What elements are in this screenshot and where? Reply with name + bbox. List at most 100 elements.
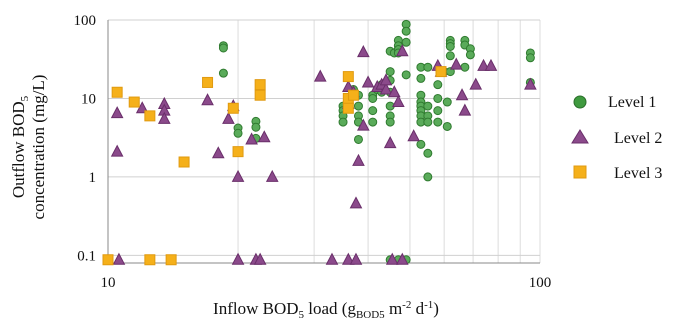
data-point-level-3 [178,156,190,168]
data-point-level-2 [253,252,267,265]
legend-item-level-2: Level 2 [571,129,662,147]
data-point-level-1 [368,106,378,116]
x-axis-title-sub1: 5 [299,309,305,321]
data-point-level-3 [144,110,156,122]
x-axis-title: Inflow BOD5 load (gBOD5 m-2 d-1) [213,299,439,321]
data-points [102,19,537,266]
data-point-level-2 [211,146,225,159]
x-axis-title-sub2: BOD5 [356,309,385,321]
data-point-level-2 [112,252,126,265]
data-point-level-3 [128,96,140,108]
data-point-level-2 [325,252,339,265]
data-point-level-1 [445,41,455,51]
y-tick-label: 0.1 [77,248,96,264]
data-point-level-3 [342,71,354,83]
data-point-level-2 [352,153,365,166]
data-point-level-2 [231,252,245,265]
x-tick-label: 10 [101,275,116,291]
data-point-level-1 [353,134,363,144]
data-point-level-2 [524,77,537,90]
x-axis-title-end: m [385,299,402,318]
data-point-level-2 [231,169,245,182]
y-axis-title-line2: concentration (mg/L) [29,75,48,220]
y-axis-title-line1: Outflow BOD [9,101,28,198]
data-point-level-2 [349,196,363,209]
x-axis-title-mid: load (g [304,299,356,318]
data-point-level-3 [254,79,266,91]
y-tick-label: 10 [81,91,96,107]
legend-marker-level-1 [573,95,587,109]
x-axis-title-sup1: -2 [402,299,411,311]
data-point-level-1 [433,117,443,127]
data-point-level-2 [395,44,409,57]
data-point-level-1 [445,51,455,61]
data-point-level-2 [379,82,393,95]
data-point-level-2 [469,77,483,90]
y-axis-title-sub: 5 [19,95,31,101]
data-point-level-1 [423,62,433,72]
data-point-level-2 [201,93,214,106]
data-point-level-2 [392,94,405,108]
y-tick-label: 1 [89,170,97,186]
data-point-level-1 [385,67,395,77]
data-point-level-1 [353,101,363,111]
data-point-level-3 [144,254,156,266]
data-point-level-1 [416,139,426,149]
axes [107,20,540,264]
data-point-level-2 [379,73,393,86]
data-point-level-3 [102,254,114,266]
data-point-level-1 [251,122,261,132]
data-point-level-1 [433,93,443,103]
data-point-level-2 [349,252,363,265]
data-point-level-2 [407,129,420,142]
legend: Level 1 Level 2 Level 3 [571,94,662,182]
data-point-level-2 [341,252,355,265]
data-point-level-3 [254,89,266,101]
data-point-level-1 [368,117,378,127]
data-point-level-3 [347,89,359,101]
legend-label-level-3: Level 3 [614,165,662,182]
data-point-level-1 [218,68,228,78]
tick-labels: 0.1 1 10 100 10 100 [74,13,552,291]
legend-marker-level-3 [573,165,587,179]
data-point-level-2 [387,85,401,98]
data-point-level-2 [458,103,472,116]
data-point-level-2 [395,252,409,265]
data-point-level-2 [265,169,279,182]
data-point-level-3 [165,254,177,266]
legend-label-level-1: Level 1 [608,94,656,111]
y-axis-title: Outflow BOD5 concentration (mg/L) [9,75,48,220]
data-point-level-1 [433,80,443,90]
data-point-level-1 [423,101,433,111]
series-2 [110,44,537,265]
x-axis-title-tail: d [411,299,424,318]
x-axis-title-close: ) [433,299,439,318]
svg-text:concentration (mg/L): concentration (mg/L) [29,75,48,220]
x-axis-title-main: Inflow BOD [213,299,298,318]
data-point-level-1 [233,128,243,138]
data-point-level-1 [401,70,411,80]
data-point-level-2 [110,144,124,157]
data-point-level-1 [368,93,378,103]
data-point-level-3 [342,102,354,114]
data-point-level-2 [357,45,370,58]
data-point-level-1 [218,43,228,53]
legend-label-level-2: Level 2 [614,130,662,147]
data-point-level-1 [442,97,452,107]
data-point-level-1 [525,53,535,63]
data-point-level-3 [227,102,239,114]
data-point-level-2 [383,136,397,149]
grid-lines [107,19,541,263]
legend-item-level-3: Level 3 [573,165,662,182]
series-3 [102,66,447,266]
x-tick-label: 100 [529,275,552,291]
data-point-level-1 [401,26,411,36]
data-point-level-1 [460,62,470,72]
legend-item-level-1: Level 1 [573,94,656,111]
data-point-level-1 [433,106,443,116]
data-point-level-1 [465,50,475,60]
data-point-level-1 [416,73,426,83]
data-point-level-2 [313,69,327,82]
data-point-level-2 [245,132,258,145]
